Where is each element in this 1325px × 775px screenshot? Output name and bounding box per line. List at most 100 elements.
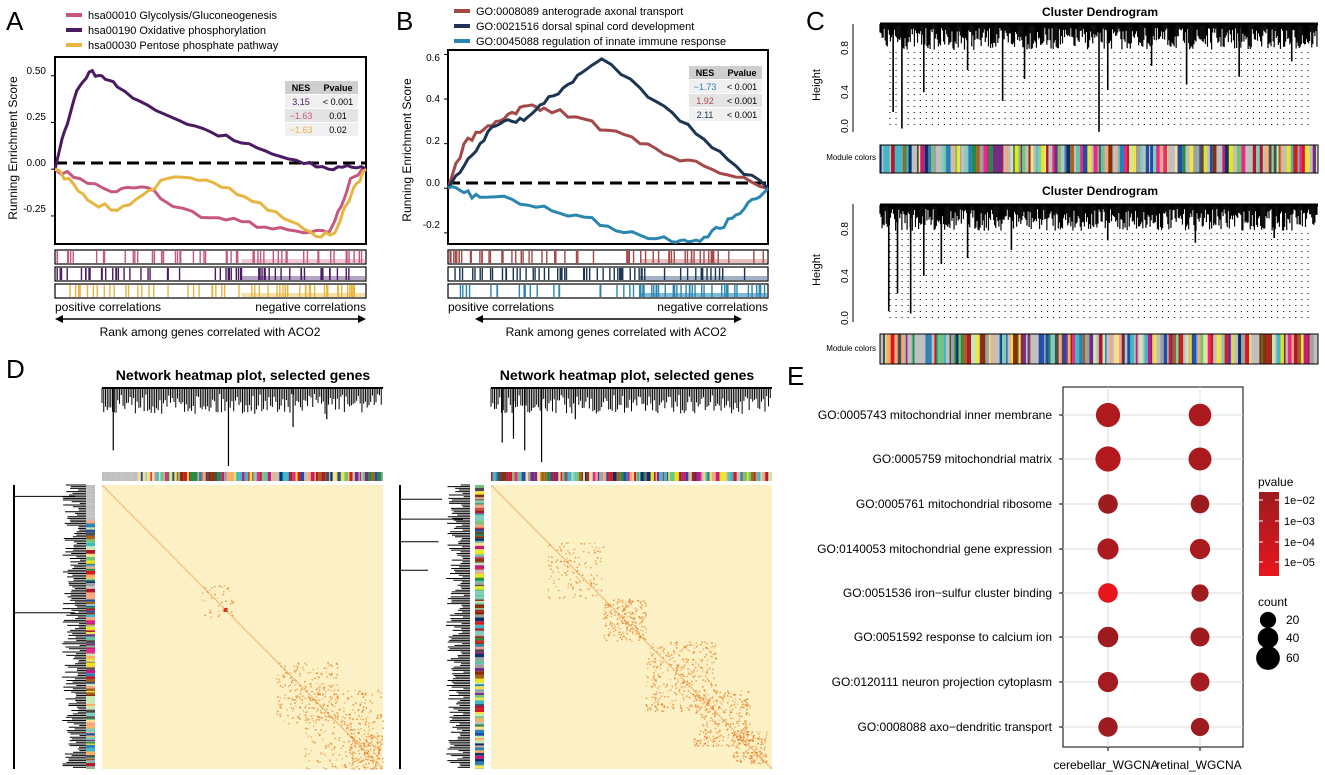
heatmap-cell: [358, 741, 361, 744]
colorbar-segment: [1287, 334, 1292, 364]
heatmap-colorstrip-left: [475, 693, 484, 696]
heatmap-cell: [550, 575, 553, 578]
heatmap-cell: [676, 643, 678, 646]
heatmap-cell: [744, 726, 746, 729]
heatmap-diagonal: [234, 619, 237, 621]
heatmap-cell: [715, 684, 717, 687]
heatmap-diagonal: [681, 677, 684, 680]
heatmap-colorstrip-top: [186, 472, 189, 481]
colorbar-segment: [968, 145, 972, 173]
heatmap-cell: [715, 737, 718, 739]
heatmap-cell: [661, 646, 663, 648]
heatmap-cell: [622, 609, 625, 612]
heatmap-cell: [651, 679, 653, 681]
colorbar-segment: [1267, 334, 1271, 364]
heatmap-cell: [707, 700, 709, 702]
colorbar-segment: [1030, 145, 1034, 173]
heatmap-cell: [210, 597, 213, 599]
colorbar-segment: [1041, 145, 1045, 173]
heatmap-colorstrip-top: [176, 472, 179, 481]
module-colorbar-bottom: [879, 333, 1319, 365]
heatmap-colorstrip-top: [632, 472, 635, 481]
heatmap-cell: [579, 581, 581, 583]
colorbar-segment: [1046, 145, 1049, 173]
heatmap-cell: [679, 707, 682, 709]
heatmap-cell: [309, 683, 311, 685]
heatmap-cell: [622, 632, 625, 635]
heatmap-cell: [715, 710, 717, 713]
heatmap-colorstrip-top: [208, 472, 212, 481]
heatmap-cell: [709, 710, 711, 713]
heatmap-cell: [358, 768, 361, 770]
colorbar-segment: [1233, 145, 1237, 173]
heatmap-cell: [680, 668, 682, 671]
heatmap-cell: [742, 733, 745, 735]
heatmap-cell: [683, 690, 685, 692]
heatmap-cell: [344, 764, 346, 767]
heatmap-cell: [276, 678, 278, 680]
heatmap-diagonal: [137, 521, 140, 523]
heatmap-colorstrip-top: [726, 472, 728, 481]
dendrogram-title-top: Cluster Dendrogram: [1042, 5, 1158, 19]
heatmap-cell: [695, 642, 697, 644]
colorbar-segment: [1148, 145, 1151, 173]
colorbar-segment: [1108, 145, 1113, 173]
heatmap-colorstrip-top: [586, 472, 590, 481]
colorbar-segment: [1251, 334, 1254, 364]
heatmap-cell: [336, 712, 339, 714]
heatmap-diagonal: [265, 650, 268, 653]
heatmap-colorstrip-left: [475, 602, 484, 605]
heatmap-cell: [337, 714, 339, 717]
heatmap-cell: [363, 752, 366, 754]
heatmap-cell: [306, 664, 308, 666]
heatmap-cell: [346, 724, 348, 727]
heatmap-colorstrip-left: [86, 716, 95, 719]
heatmap-colorstrip-top: [690, 472, 692, 481]
heatmap-cell: [358, 746, 361, 748]
heatmap-colorstrip-left: [86, 620, 95, 623]
heatmap-cell: [684, 663, 686, 666]
heatmap-cell: [630, 628, 632, 631]
heatmap-cell: [299, 706, 301, 708]
heatmap-cell: [744, 732, 746, 734]
colorbar-segment: [1124, 145, 1127, 173]
heatmap-diagonal: [220, 604, 223, 607]
heatmap-cell: [656, 651, 658, 653]
heatmap-colorstrip-left: [475, 565, 484, 569]
heatmap-cell: [728, 745, 730, 747]
heatmap-cell: [380, 743, 383, 746]
heatmap-colorstrip-top: [129, 472, 133, 481]
colorbar-segment: [997, 145, 1003, 173]
nes-table-b: NES Pvalue −1.73 < 0.001 1.92 < 0.001 2.…: [689, 66, 762, 121]
heatmap-cell: [645, 704, 648, 706]
heatmap-cell: [714, 713, 716, 716]
heatmap-cell: [659, 675, 661, 678]
heatmap-cell: [706, 708, 708, 710]
heatmap-cell: [625, 605, 628, 608]
heatmap-cell: [347, 726, 349, 729]
heatmap-cell: [315, 701, 317, 704]
heatmap-cell: [707, 694, 710, 696]
heatmap-colorstrip-left: [86, 726, 95, 729]
heatmap-colorstrip-left: [475, 524, 484, 528]
colorbar-segment: [1127, 334, 1131, 364]
heatmap-diagonal: [278, 663, 281, 665]
heatmap-cell: [719, 729, 721, 731]
heatmap-cell: [311, 698, 313, 701]
heatmap-cell: [623, 607, 626, 610]
heatmap-cell: [645, 614, 647, 616]
colorbar-segment: [1132, 145, 1137, 173]
heatmap-colorstrip-left: [86, 503, 95, 505]
heatmap-diagonal: [717, 713, 719, 716]
heatmap-cell: [663, 648, 665, 650]
heatmap-cell: [692, 644, 695, 646]
heatmap-cell: [351, 764, 353, 767]
heatmap-colorstrip-top: [109, 472, 112, 481]
heatmap-cell: [694, 690, 696, 692]
heatmap-cell: [569, 559, 571, 562]
heatmap-cell: [316, 715, 319, 718]
heatmap-cell: [627, 601, 630, 604]
heatmap-diagonal: [333, 718, 335, 721]
heatmap-cell: [632, 633, 634, 635]
